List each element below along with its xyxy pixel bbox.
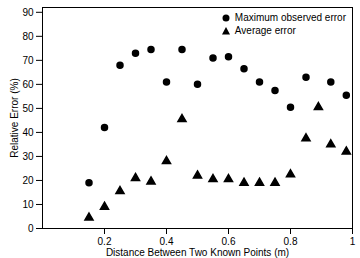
svg-text:60: 60 — [22, 79, 34, 90]
svg-text:0.4: 0.4 — [160, 236, 174, 247]
svg-text:80: 80 — [22, 31, 34, 42]
svg-text:0.6: 0.6 — [222, 236, 236, 247]
svg-text:20: 20 — [22, 175, 34, 186]
svg-text:0: 0 — [28, 223, 34, 234]
svg-text:10: 10 — [22, 199, 34, 210]
svg-text:1: 1 — [350, 236, 356, 247]
svg-text:90: 90 — [22, 7, 34, 18]
svg-text:50: 50 — [22, 103, 34, 114]
svg-text:0.2: 0.2 — [98, 236, 112, 247]
svg-text:70: 70 — [22, 55, 34, 66]
html-text:Maximum observed error: Maximum observed error — [234, 12, 346, 23]
svg-text:Distance Between Two Known Poi: Distance Between Two Known Points (m) — [106, 247, 289, 258]
svg-text:Relative Error (%): Relative Error (%) — [9, 78, 20, 157]
svg-text:30: 30 — [22, 151, 34, 162]
svg-text:0.8: 0.8 — [284, 236, 298, 247]
svg-text:40: 40 — [22, 127, 34, 138]
html-text:Average error: Average error — [234, 25, 296, 36]
